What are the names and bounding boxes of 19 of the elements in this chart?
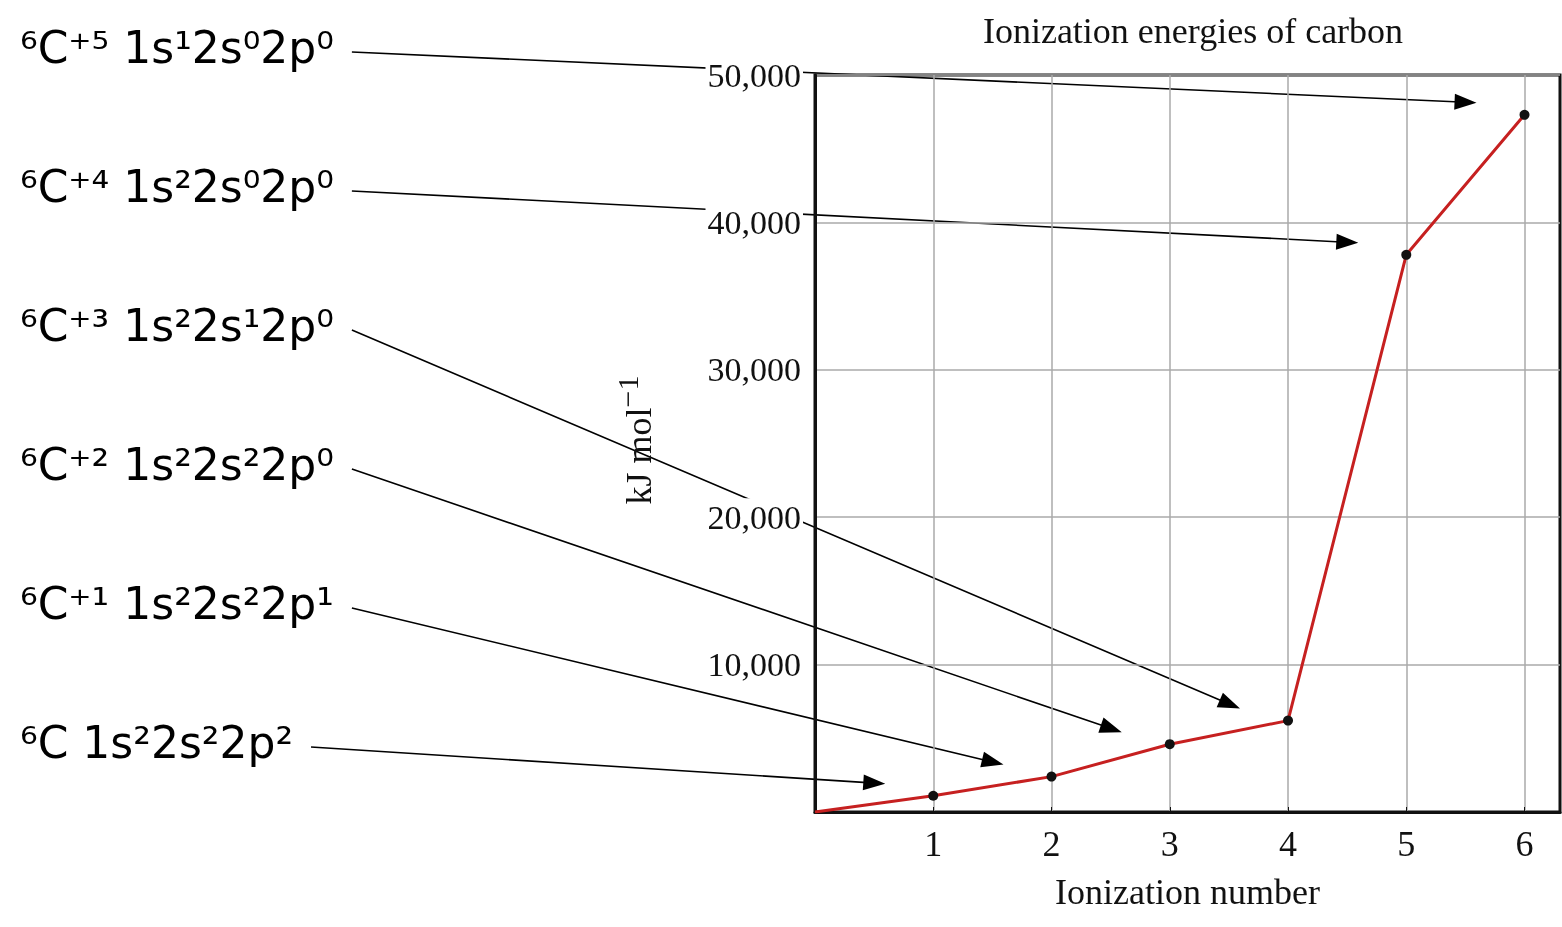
text: ⁶C⁺² 1s²2s²2p⁰ [20,439,334,490]
x-tick-label: 3 [1160,824,1179,864]
y-tick-label: 50,000 [707,56,801,94]
chart-title: Ionization energies of carbon [982,11,1404,51]
x-tick-label: 1 [924,824,943,864]
y-tick-label: 10,000 [707,646,801,684]
y-tick-label: 20,000 [707,498,801,536]
text: ⁶C⁺¹ 1s²2s²2p¹ [20,578,334,629]
text: ⁶C⁺⁴ 1s²2s⁰2p⁰ [20,161,334,212]
x-tick-label: 4 [1279,824,1298,864]
x-tick-label: 2 [1042,824,1061,864]
x-tick-label: 5 [1397,824,1416,864]
x-tick-label: 6 [1515,824,1534,864]
text: ⁶C⁺³ 1s²2s¹2p⁰ [20,300,334,351]
y-tick-label: 30,000 [707,351,801,389]
text: ⁶C⁺⁵ 1s¹2s⁰2p⁰ [20,22,334,73]
y-tick-label: 40,000 [707,203,801,241]
text: ⁶C 1s²2s²2p² [20,717,294,768]
x-axis-title: Ionization number [1055,872,1320,912]
